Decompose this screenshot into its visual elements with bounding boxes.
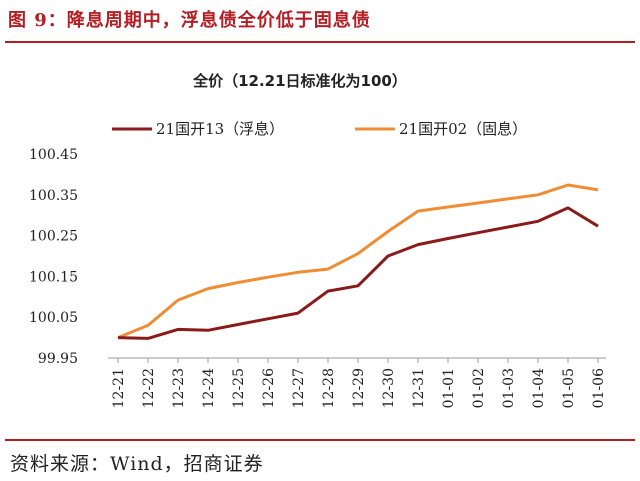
x-tick-label: 12-30 bbox=[381, 368, 397, 408]
y-tick-label: 100.15 bbox=[29, 269, 78, 285]
y-tick-label: 100.35 bbox=[29, 188, 78, 204]
legend: 21国开13（浮息） 21国开02（固息） bbox=[112, 120, 527, 138]
x-tick-label: 01-06 bbox=[591, 368, 607, 408]
y-axis-ticks: 99.95 100.05 100.15 100.25 100.35 100.45 bbox=[29, 147, 78, 367]
legend-label-series-1: 21国开13（浮息） bbox=[156, 120, 284, 138]
x-tick-label: 12-29 bbox=[351, 368, 367, 408]
x-tick-label: 01-04 bbox=[531, 368, 547, 408]
x-tick-label: 01-01 bbox=[441, 368, 457, 408]
y-tick-label: 99.95 bbox=[38, 351, 78, 367]
series-line-2 bbox=[117, 183, 599, 339]
x-tick-label: 01-02 bbox=[471, 368, 487, 408]
x-axis-ticks: 12-21 12-22 12-23 12-24 12-25 12-26 12-27 12-28… bbox=[111, 358, 607, 408]
figure-title: 图 9：降息周期中，浮息债全价低于固息债 bbox=[8, 10, 371, 31]
y-tick-label: 100.25 bbox=[29, 229, 78, 245]
x-tick-label: 12-26 bbox=[261, 368, 277, 408]
legend-label-series-2: 21国开02（固息） bbox=[399, 120, 527, 138]
x-tick-label: 12-28 bbox=[321, 368, 337, 408]
line-chart: 全价（12.21日标准化为100） 21国开13（浮息） 21国开02（固息） … bbox=[29, 72, 607, 408]
title-divider bbox=[5, 41, 635, 43]
x-tick-label: 01-03 bbox=[501, 368, 517, 408]
x-tick-label: 12-31 bbox=[411, 368, 427, 408]
x-tick-label: 12-24 bbox=[201, 368, 217, 408]
y-tick-label: 100.05 bbox=[29, 310, 78, 326]
x-tick-label: 12-23 bbox=[171, 368, 187, 408]
y-tick-label: 100.45 bbox=[29, 147, 78, 163]
source-note: 资料来源：Wind，招商证券 bbox=[10, 453, 264, 475]
x-tick-label: 12-25 bbox=[231, 368, 247, 408]
x-tick-label: 12-22 bbox=[141, 368, 157, 408]
series-lines bbox=[117, 183, 599, 340]
series-line-1 bbox=[117, 206, 599, 340]
x-tick-label: 12-21 bbox=[111, 368, 127, 408]
chart-title: 全价（12.21日标准化为100） bbox=[192, 72, 407, 90]
x-tick-label: 12-27 bbox=[291, 368, 307, 408]
footer-divider bbox=[5, 439, 635, 441]
x-tick-label: 01-05 bbox=[561, 368, 577, 408]
